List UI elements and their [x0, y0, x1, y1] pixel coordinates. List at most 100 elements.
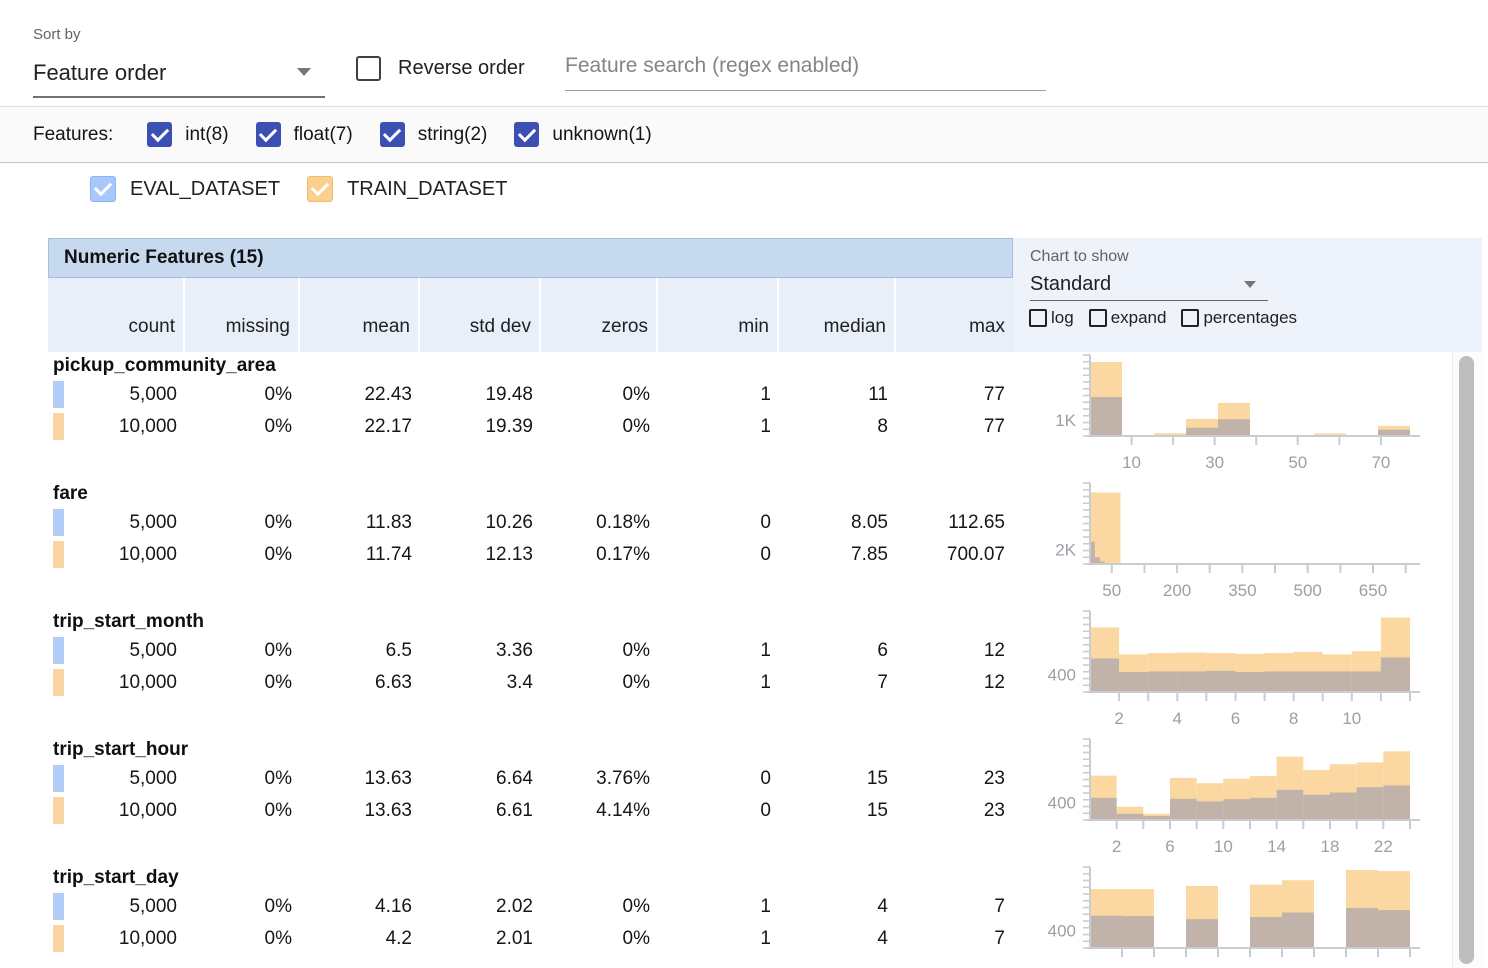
x-tick-label: 30 — [1205, 453, 1224, 472]
toolbar: Sort by Feature order Reverse order — [0, 0, 1488, 105]
stat-std-dev: 6.64 — [496, 768, 533, 789]
column-header-median[interactable]: median — [779, 278, 896, 352]
eval-bars — [1090, 907, 1410, 948]
feature-section-pickup_community_area: pickup_community_area 5,000 0% 22.43 19.48 0%… — [48, 352, 1482, 480]
hist-bar-eval — [1330, 792, 1357, 820]
hist-bar-eval — [1148, 671, 1178, 692]
stat-mean: 11.83 — [365, 512, 412, 533]
checkbox-unchecked-icon[interactable] — [1088, 309, 1107, 327]
stat-count: 10,000 — [118, 416, 177, 437]
stat-zeros: 0% — [622, 896, 650, 917]
feature-name: fare — [53, 482, 88, 504]
stat-count: 5,000 — [129, 896, 177, 917]
stat-min: 0 — [760, 544, 771, 565]
chart-type-select[interactable]: Standard — [1030, 269, 1268, 301]
stat-count: 10,000 — [118, 928, 177, 949]
stat-count: 5,000 — [129, 384, 177, 405]
axis — [1083, 610, 1420, 701]
stats-row-train: 10,000 0% 22.17 19.39 0% 1 8 77 — [48, 411, 1482, 443]
stat-max: 112.65 — [948, 512, 1005, 533]
feature-section-fare: fare 5,000 0% 11.83 10.26 0.18% 0 8.05 112.65 10,… — [48, 480, 1482, 608]
eval-dataset-swatch — [53, 893, 64, 920]
checkbox-checked-icon[interactable] — [307, 176, 334, 202]
stat-std-dev: 6.61 — [496, 800, 533, 821]
stat-mean: 22.17 — [364, 416, 412, 437]
stat-missing: 0% — [264, 896, 292, 917]
chart-type-value: Standard — [1030, 273, 1112, 295]
column-header-min[interactable]: min — [658, 278, 779, 352]
checkbox-checked-icon[interactable] — [90, 176, 116, 202]
hist-bar-eval — [1223, 799, 1250, 820]
stat-missing: 0% — [264, 512, 292, 533]
stat-count: 5,000 — [129, 768, 177, 789]
stats-column-header: count missing mean std dev zeros min median max — [48, 278, 1013, 352]
stat-mean: 6.5 — [385, 640, 412, 661]
hist-bar-eval — [1378, 429, 1410, 436]
type-filter-float[interactable]: float(7) — [255, 122, 353, 147]
y-axis-label: 1K — [1055, 411, 1076, 430]
checkbox-unchecked-icon[interactable] — [1181, 309, 1200, 327]
checkbox-checked-icon[interactable] — [147, 122, 173, 147]
hist-bar-eval — [1116, 813, 1144, 820]
type-filter-unknown[interactable]: unknown(1) — [514, 122, 652, 147]
stat-std-dev: 10.26 — [485, 512, 533, 533]
x-tick-label: 200 — [1163, 581, 1191, 600]
chart-toggle-log[interactable]: log — [1029, 308, 1074, 328]
sort-by-select[interactable]: Feature order — [33, 50, 325, 98]
stat-median: 6 — [877, 640, 888, 661]
vertical-scrollbar[interactable] — [1452, 352, 1483, 968]
x-tick-label: 10 — [1122, 453, 1141, 472]
stats-row-eval: 5,000 0% 11.83 10.26 0.18% 0 8.05 112.65 — [48, 507, 1482, 539]
dataset-toggle-train_dataset[interactable]: TRAIN_DATASET — [307, 176, 507, 202]
x-tick-label: 8 — [1289, 709, 1298, 728]
stat-mean: 4.16 — [375, 896, 412, 917]
stat-median: 15 — [866, 768, 888, 789]
y-axis-label: 400 — [1048, 921, 1076, 940]
dataset-label: TRAIN_DATASET — [347, 177, 508, 200]
stat-missing: 0% — [264, 768, 292, 789]
chart-toggle-percentages[interactable]: percentages — [1181, 308, 1297, 328]
stat-min: 0 — [760, 768, 771, 789]
stat-median: 7 — [877, 672, 888, 693]
stat-median: 8 — [877, 416, 888, 437]
column-header-missing[interactable]: missing — [185, 278, 300, 352]
checkmark-icon — [258, 123, 278, 142]
x-tick-label: 50 — [1288, 453, 1307, 472]
stat-median: 4 — [877, 896, 888, 917]
dataset-toggle-eval_dataset[interactable]: EVAL_DATASET — [90, 176, 280, 202]
x-tick-label: 50 — [1102, 581, 1121, 600]
checkbox-checked-icon[interactable] — [514, 122, 540, 147]
scrollbar-thumb[interactable] — [1459, 356, 1474, 964]
histogram-trip_start_day: 400 — [1048, 866, 1420, 957]
reverse-order-checkbox[interactable]: Reverse order — [356, 56, 525, 81]
axis-labels: 2K 50 200 350 500 650 — [1055, 541, 1387, 600]
type-filter-string[interactable]: string(2) — [379, 122, 487, 147]
column-header-mean[interactable]: mean — [300, 278, 420, 352]
checkbox-checked-icon[interactable] — [379, 122, 405, 147]
chart-toggle-expand[interactable]: expand — [1088, 308, 1167, 328]
column-header-count[interactable]: count — [48, 278, 185, 352]
hist-bar-eval — [1356, 787, 1384, 820]
stat-missing: 0% — [264, 672, 292, 693]
eval-dataset-swatch — [53, 509, 64, 536]
stat-mean: 13.63 — [364, 768, 412, 789]
eval-dataset-swatch — [53, 637, 64, 664]
column-header-std-dev[interactable]: std dev — [420, 278, 541, 352]
stat-missing: 0% — [264, 640, 292, 661]
chart-toggle-label: expand — [1110, 308, 1167, 327]
axis — [1083, 738, 1420, 829]
checkbox-checked-icon[interactable] — [255, 122, 281, 147]
type-filter-int[interactable]: int(8) — [147, 122, 229, 147]
stat-zeros: 0.18% — [596, 512, 650, 533]
checkbox-unchecked-icon[interactable] — [1029, 309, 1047, 327]
train-dataset-swatch — [53, 541, 64, 568]
feature-search-input[interactable] — [565, 50, 1046, 91]
x-tick-label: 2 — [1114, 709, 1123, 728]
hist-bar-eval — [1170, 798, 1197, 820]
column-header-zeros[interactable]: zeros — [541, 278, 658, 352]
hist-bar-eval — [1276, 789, 1304, 820]
stat-count: 10,000 — [118, 672, 177, 693]
eval-bars — [1090, 541, 1105, 564]
column-header-max[interactable]: max — [969, 316, 1005, 337]
checkbox-unchecked-icon[interactable] — [356, 56, 381, 81]
